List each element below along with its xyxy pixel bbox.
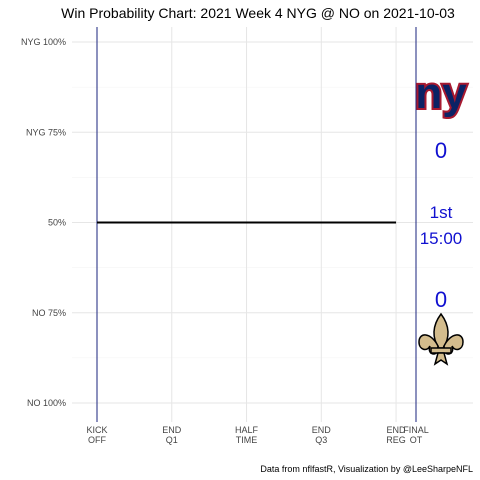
svg-text:ny: ny xyxy=(415,69,467,118)
y-tick-label: NYG 75% xyxy=(26,127,66,137)
svg-text:ny: ny xyxy=(415,69,467,118)
x-tick-label-line: OT xyxy=(410,435,423,445)
x-tick-label-line: END xyxy=(162,425,182,435)
game-clock: 15:00 xyxy=(420,229,463,248)
x-tick-label-line: END xyxy=(312,425,332,435)
y-axis-ticks: NYG 100% NYG 75% 50% NO 75% NO 100% xyxy=(21,37,66,408)
home-score: 0 xyxy=(435,287,447,312)
x-tick-label-line: REG xyxy=(386,435,406,445)
grid-lines xyxy=(72,27,473,422)
x-tick-label-line: TIME xyxy=(236,435,258,445)
y-tick-label: NO 100% xyxy=(27,398,66,408)
fleur-de-lis-icon xyxy=(418,312,464,366)
chart-title: Win Probability Chart: 2021 Week 4 NYG @… xyxy=(61,5,455,21)
y-tick-label: NYG 100% xyxy=(21,37,66,47)
x-tick-label-line: OFF xyxy=(88,435,106,445)
x-tick-label-line: Q1 xyxy=(166,435,178,445)
y-tick-label: NO 75% xyxy=(32,308,66,318)
game-boundary-lines xyxy=(96,27,417,422)
x-tick-label-line: HALF xyxy=(235,425,259,435)
y-tick-label: 50% xyxy=(48,218,66,228)
away-score: 0 xyxy=(435,138,447,163)
x-tick-label-line: KICK xyxy=(86,425,107,435)
x-tick-label-line: FINAL xyxy=(403,425,429,435)
chart-caption: Data from nflfastR, Visualization by @Le… xyxy=(260,464,473,474)
x-tick-label-line: Q3 xyxy=(315,435,327,445)
game-quarter: 1st xyxy=(430,203,453,222)
x-tick-label-line: END xyxy=(387,425,407,435)
nyg-logo-icon: ny ny xyxy=(413,67,469,120)
